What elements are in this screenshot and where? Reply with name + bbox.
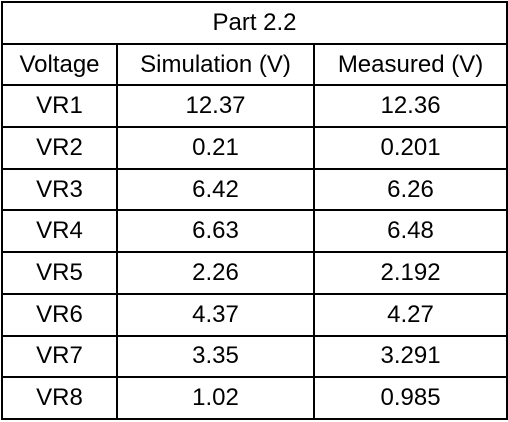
simulation-cell: 2.26	[116, 251, 315, 295]
title-row: Part 2.2	[0, 1, 508, 45]
measured-cell: 3.291	[312, 334, 508, 379]
header-simulation: Simulation (V)	[116, 42, 315, 87]
header-row: Voltage Simulation (V) Measured (V)	[1, 42, 508, 87]
voltage-cell: VR6	[1, 292, 118, 337]
table-row: VR1 12.37 12.36	[1, 84, 508, 129]
table-row: VR4 6.63 6.48	[1, 209, 508, 254]
voltage-cell: VR3	[1, 167, 118, 212]
simulation-cell: 12.37	[116, 84, 315, 129]
simulation-cell: 4.37	[116, 292, 315, 337]
voltage-cell: VR4	[1, 209, 118, 254]
table-row: VR7 3.35 3.291	[1, 334, 508, 379]
header-voltage: Voltage	[1, 42, 118, 87]
measured-cell: 6.26	[312, 167, 508, 212]
measured-cell: 2.192	[312, 251, 508, 295]
simulation-cell: 6.42	[116, 167, 315, 212]
simulation-cell: 1.02	[116, 376, 315, 420]
table-row: VR2 0.21 0.201	[1, 126, 508, 170]
table-row: VR3 6.42 6.26	[1, 167, 508, 212]
table-row: VR5 2.26 2.192	[1, 251, 508, 295]
voltage-cell: VR5	[1, 251, 118, 295]
header-measured: Measured (V)	[312, 42, 508, 87]
voltage-cell: VR8	[1, 376, 118, 420]
table-row: VR8 1.02 0.985	[1, 376, 508, 420]
measured-cell: 12.36	[312, 84, 508, 129]
measured-cell: 0.201	[312, 126, 508, 170]
simulation-cell: 6.63	[116, 209, 315, 254]
measured-cell: 4.27	[312, 292, 508, 337]
voltage-cell: VR2	[1, 126, 118, 170]
simulation-cell: 3.35	[116, 334, 315, 379]
voltage-cell: VR1	[1, 84, 118, 129]
table-row: VR6 4.37 4.27	[1, 292, 508, 337]
voltage-cell: VR7	[1, 334, 118, 379]
simulation-cell: 0.21	[116, 126, 315, 170]
measured-cell: 0.985	[312, 376, 508, 420]
measured-cell: 6.48	[312, 209, 508, 254]
table-title: Part 2.2	[0, 1, 508, 45]
